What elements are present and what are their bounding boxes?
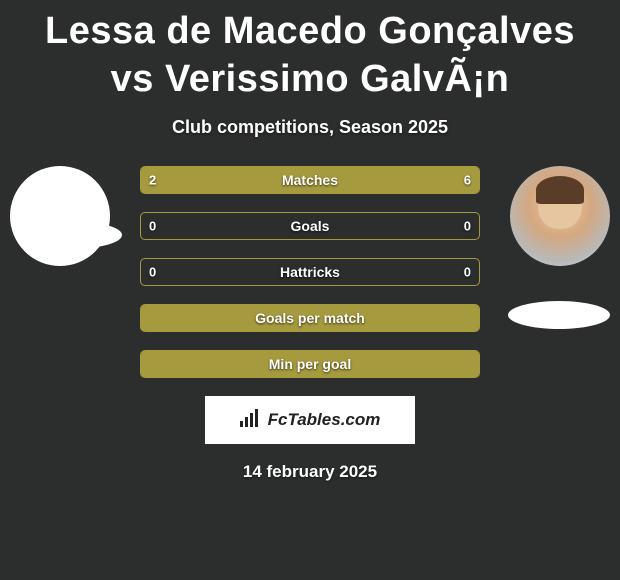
stat-row-matches: 2 Matches 6 (140, 166, 480, 194)
comparison-chart: 2 Matches 6 0 Goals 0 0 Hattricks 0 Goal… (0, 166, 620, 396)
stat-label: Goals (141, 218, 479, 234)
stat-value-right: 0 (464, 219, 471, 234)
comparison-title: Lessa de Macedo Gonçalves vs Verissimo G… (0, 0, 620, 103)
bars-icon (240, 409, 262, 432)
stat-row-goals-per-match: Goals per match (140, 304, 480, 332)
stat-label: Min per goal (141, 356, 479, 372)
player-right-name-pill (508, 301, 610, 329)
stat-row-goals: 0 Goals 0 (140, 212, 480, 240)
player-right-avatar (510, 166, 610, 266)
stat-bars: 2 Matches 6 0 Goals 0 0 Hattricks 0 Goal… (140, 166, 480, 396)
brand-text: FcTables.com (268, 410, 381, 430)
stat-row-hattricks: 0 Hattricks 0 (140, 258, 480, 286)
stat-value-right: 0 (464, 265, 471, 280)
comparison-subtitle: Club competitions, Season 2025 (0, 117, 620, 138)
stat-label: Hattricks (141, 264, 479, 280)
stat-row-min-per-goal: Min per goal (140, 350, 480, 378)
player-left-avatar (10, 166, 110, 266)
player-left-name-pill (20, 221, 122, 249)
stat-value-right: 6 (464, 173, 471, 188)
brand-badge: FcTables.com (205, 396, 415, 444)
stat-label: Matches (141, 172, 479, 188)
stat-label: Goals per match (141, 310, 479, 326)
comparison-date: 14 february 2025 (0, 462, 620, 482)
